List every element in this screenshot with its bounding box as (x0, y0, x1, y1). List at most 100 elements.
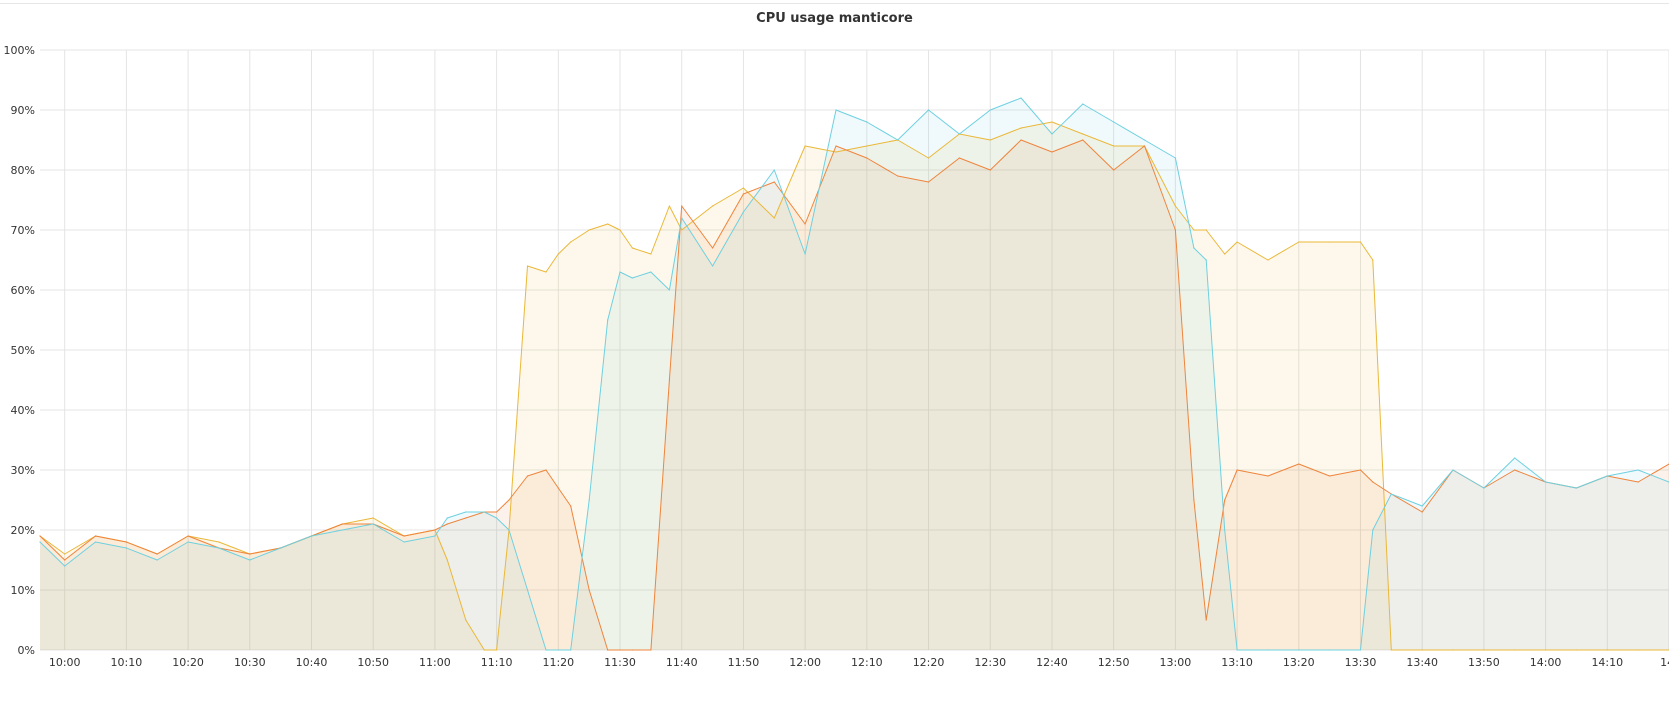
data-point (989, 109, 991, 111)
data-point (1483, 487, 1485, 489)
data-point (341, 529, 343, 531)
data-point (446, 517, 448, 519)
data-point (1174, 205, 1176, 207)
x-tick-label: 13:40 (1406, 656, 1438, 669)
data-point (607, 223, 609, 225)
data-point (1483, 649, 1485, 651)
x-tick-label: 11:10 (481, 656, 513, 669)
x-tick-label: 13:10 (1221, 656, 1253, 669)
data-point (1113, 121, 1115, 123)
data-point (804, 145, 806, 147)
data-point (1372, 481, 1374, 483)
panel-title: CPU usage manticore (756, 11, 913, 26)
data-point (508, 499, 510, 501)
series-areas (40, 98, 1669, 650)
data-point (1174, 157, 1176, 159)
y-tick-label: 0% (18, 644, 35, 657)
data-point (372, 523, 374, 525)
data-point (1224, 253, 1226, 255)
y-tick-label: 80% (11, 164, 35, 177)
data-point (866, 121, 868, 123)
data-point (742, 211, 745, 213)
data-point (64, 565, 66, 567)
data-point (989, 139, 991, 141)
data-point (508, 529, 510, 531)
data-point (835, 151, 837, 153)
data-point (1298, 241, 1300, 243)
data-point (1051, 151, 1053, 153)
data-point (1545, 649, 1547, 651)
data-point (1421, 511, 1423, 513)
data-point (897, 175, 899, 177)
panel-top-border (0, 3, 1669, 4)
data-point (156, 553, 158, 555)
data-point (403, 535, 405, 537)
y-tick-label: 30% (11, 464, 35, 477)
data-point (742, 187, 745, 189)
data-point (897, 139, 899, 141)
data-point (1224, 529, 1226, 531)
data-point (1082, 103, 1084, 105)
data-point (496, 511, 498, 513)
data-point (804, 253, 806, 255)
data-point (668, 379, 671, 381)
x-tick-label: 14:10 (1591, 656, 1623, 669)
data-point (545, 469, 547, 471)
data-point (668, 289, 671, 291)
data-point (1575, 487, 1577, 489)
x-tick-label: 10:50 (357, 656, 389, 669)
y-tick-label: 60% (11, 284, 35, 297)
data-point (1174, 229, 1176, 231)
data-point (187, 535, 189, 537)
x-tick-label: 14: (1660, 656, 1669, 669)
data-point (570, 241, 572, 243)
data-point (804, 223, 806, 225)
data-point (631, 277, 634, 279)
data-point (681, 217, 683, 219)
data-point (156, 559, 158, 561)
data-point (631, 649, 634, 651)
data-point (526, 589, 529, 591)
data-point (545, 271, 547, 273)
data-point (631, 247, 634, 249)
data-point (1606, 649, 1608, 651)
data-point (1637, 481, 1639, 483)
data-point (1205, 259, 1207, 261)
data-point (1020, 97, 1022, 99)
chart-grid (40, 49, 1669, 651)
x-tick-label: 14:00 (1530, 656, 1562, 669)
data-point (94, 535, 97, 537)
x-tick-label: 10:40 (296, 656, 328, 669)
data-point (125, 547, 127, 549)
data-point (773, 169, 775, 171)
data-point (249, 559, 251, 561)
data-point (835, 145, 837, 147)
data-point (1359, 469, 1362, 471)
data-point (927, 181, 930, 183)
data-point (1390, 493, 1392, 495)
data-point (958, 157, 961, 159)
data-point (1267, 649, 1269, 651)
data-point (1452, 469, 1454, 471)
data-point (1421, 649, 1423, 651)
series-lines (39, 97, 1669, 651)
data-point (545, 649, 547, 651)
data-point (310, 535, 313, 537)
data-point (465, 619, 467, 621)
data-point (1514, 469, 1516, 471)
x-tick-label: 12:10 (851, 656, 883, 669)
data-point (989, 169, 991, 171)
data-point (465, 517, 467, 519)
data-point (1051, 121, 1053, 123)
data-point (372, 517, 374, 519)
x-tick-label: 10:20 (172, 656, 204, 669)
data-point (187, 541, 189, 543)
data-point (681, 205, 683, 207)
y-tick-label: 20% (11, 524, 35, 537)
data-point (1193, 499, 1195, 501)
data-point (1205, 619, 1207, 621)
data-point (570, 505, 572, 507)
data-point (1267, 259, 1269, 261)
y-tick-label: 10% (11, 584, 35, 597)
